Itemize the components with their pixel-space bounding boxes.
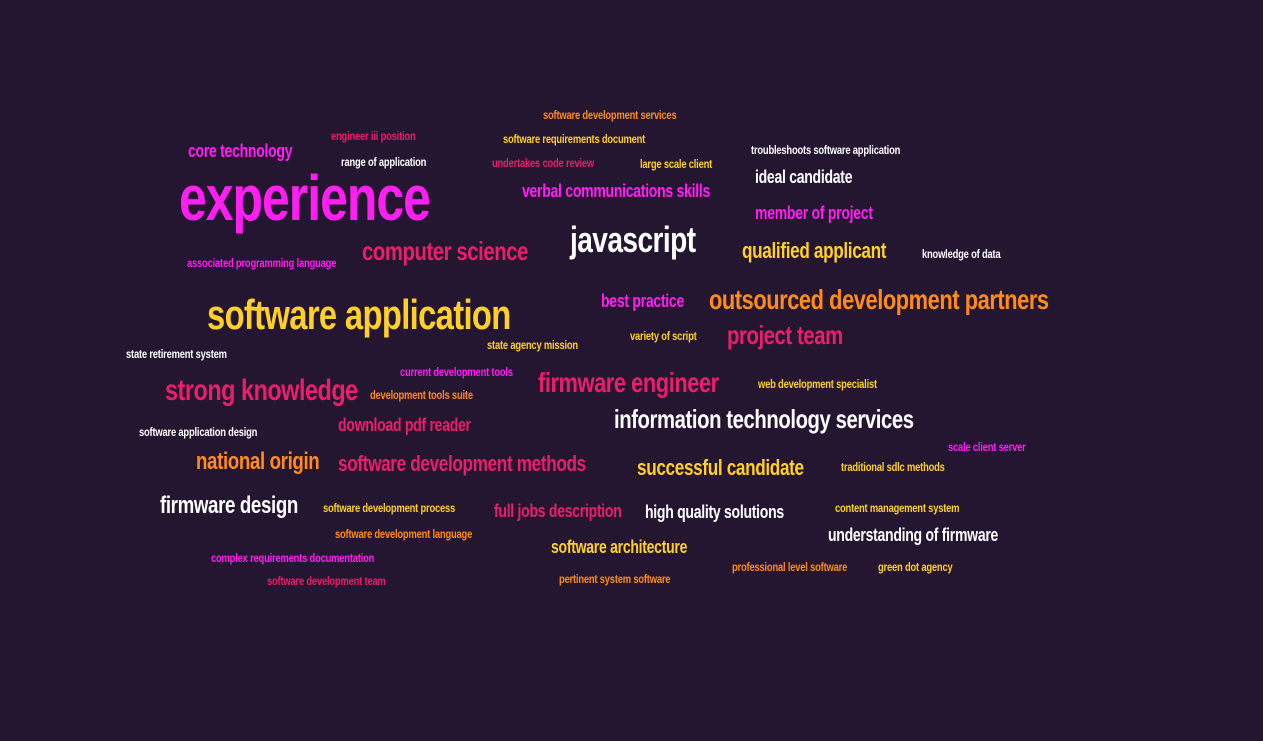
word-undertakes-code-review: undertakes code review	[492, 156, 595, 170]
word-computer-science: computer science	[362, 236, 528, 266]
word-software-development-team: software development team	[267, 574, 386, 588]
word-professional-level-software: professional level software	[732, 560, 848, 574]
word-best-practice: best practice	[601, 291, 684, 311]
word-software-architecture: software architecture	[551, 537, 688, 557]
word-state-retirement-system: state retirement system	[126, 347, 227, 361]
word-national-origin: national origin	[196, 448, 320, 475]
word-information-technology-services: information technology services	[614, 404, 914, 434]
word-software-application-design: software application design	[139, 425, 258, 439]
word-outsourced-development-partners: outsourced development partners	[709, 284, 1049, 315]
word-software-development-methods: software development methods	[338, 451, 586, 476]
word-web-development-specialist: web development specialist	[758, 377, 877, 391]
word-firmware-design: firmware design	[160, 492, 298, 519]
word-knowledge-of-data: knowledge of data	[922, 247, 1001, 261]
word-download-pdf-reader: download pdf reader	[338, 415, 471, 435]
word-software-requirements-document: software requirements document	[503, 132, 646, 146]
word-javascript: javascript	[570, 219, 696, 260]
word-ideal-candidate: ideal candidate	[755, 167, 853, 187]
word-member-of-project: member of project	[755, 203, 873, 223]
word-engineer-iii-position: engineer iii position	[331, 129, 416, 143]
word-scale-client-server: scale client server	[948, 440, 1026, 454]
word-strong-knowledge: strong knowledge	[165, 374, 358, 407]
word-variety-of-script: variety of script	[630, 329, 697, 343]
word-project-team: project team	[727, 320, 843, 350]
word-traditional-sdlc-methods: traditional sdlc methods	[841, 460, 945, 474]
word-troubleshoots-software-application: troubleshoots software application	[751, 143, 901, 157]
word-state-agency-mission: state agency mission	[487, 338, 578, 352]
word-software-development-process: software development process	[323, 501, 456, 515]
word-content-management-system: content management system	[835, 501, 960, 515]
word-green-dot-agency: green dot agency	[878, 560, 953, 574]
word-current-development-tools: current development tools	[400, 365, 513, 379]
word-firmware-engineer: firmware engineer	[538, 367, 719, 398]
word-associated-programming-language: associated programming language	[187, 256, 337, 270]
word-understanding-of-firmware: understanding of firmware	[828, 525, 999, 545]
word-software-development-services: software development services	[543, 108, 677, 122]
word-verbal-communications-skills: verbal communications skills	[522, 181, 710, 201]
word-range-of-application: range of application	[341, 155, 427, 169]
word-software-application: software application	[207, 291, 511, 338]
word-successful-candidate: successful candidate	[637, 455, 804, 480]
word-full-jobs-description: full jobs description	[494, 501, 622, 521]
word-pertinent-system-software: pertinent system software	[559, 572, 671, 586]
word-large-scale-client: large scale client	[640, 157, 713, 171]
word-high-quality-solutions: high quality solutions	[645, 502, 784, 522]
word-core-technology: core technology	[188, 141, 293, 161]
word-experience: experience	[179, 162, 431, 234]
word-software-development-language: software development language	[335, 527, 473, 541]
word-complex-requirements-documentation: complex requirements documentation	[211, 551, 375, 565]
word-qualified-applicant: qualified applicant	[742, 238, 887, 263]
word-development-tools-suite: development tools suite	[370, 388, 473, 402]
